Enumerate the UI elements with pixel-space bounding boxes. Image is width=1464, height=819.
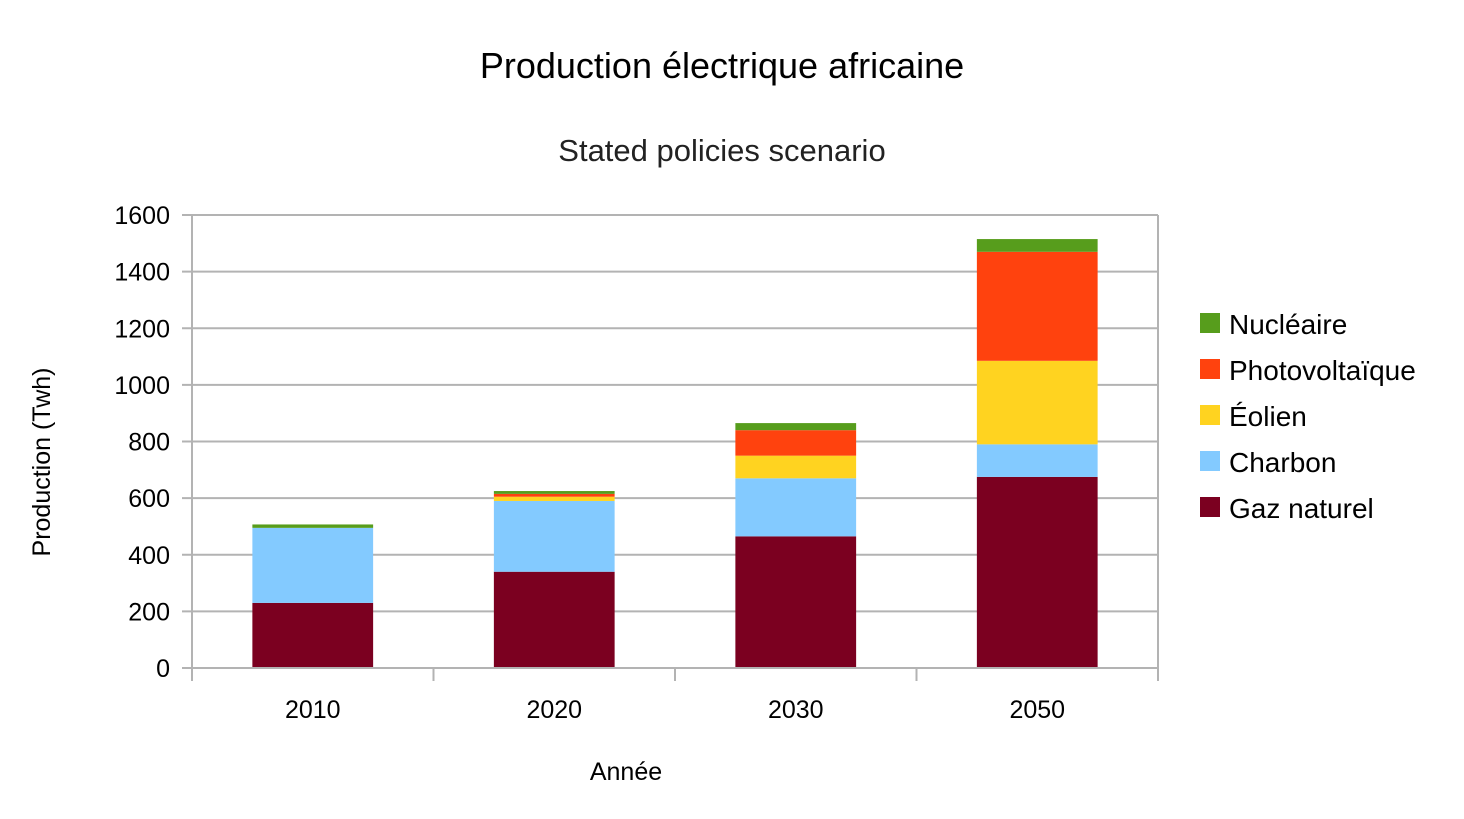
bar-segment bbox=[976, 251, 1098, 361]
legend-swatch bbox=[1200, 359, 1220, 379]
legend-label: Nucléaire bbox=[1229, 309, 1347, 340]
bar-segment bbox=[735, 423, 857, 431]
x-tick-label: 2010 bbox=[285, 696, 341, 724]
bar-segment bbox=[735, 536, 857, 668]
bar-segment bbox=[493, 493, 615, 497]
bar-segment bbox=[493, 496, 615, 501]
y-tick-label: 200 bbox=[128, 598, 170, 626]
bar-segment bbox=[493, 491, 615, 494]
bar-segment bbox=[976, 476, 1098, 668]
bar-segment bbox=[252, 602, 374, 668]
x-axis-ticks: 2010 2020 2030 2050 bbox=[285, 696, 1065, 724]
legend-label: Photovoltaïque bbox=[1229, 355, 1416, 386]
x-tick-label: 2050 bbox=[1009, 696, 1065, 724]
y-tick-label: 1400 bbox=[114, 259, 170, 287]
legend-swatch bbox=[1200, 313, 1220, 333]
bar-segment bbox=[976, 239, 1098, 252]
legend-swatch bbox=[1200, 405, 1220, 425]
y-tick-label: 0 bbox=[156, 655, 170, 683]
bar-segment bbox=[976, 444, 1098, 477]
bar-segment bbox=[735, 455, 857, 479]
bars bbox=[252, 239, 1098, 668]
x-axis-label: Année bbox=[590, 758, 662, 786]
legend-swatch bbox=[1200, 451, 1220, 471]
legend-label: Charbon bbox=[1229, 447, 1336, 478]
y-axis-label: Production (Twh) bbox=[28, 368, 56, 557]
bar-segment bbox=[493, 500, 615, 572]
bar-segment bbox=[976, 360, 1098, 445]
chart-subtitle: Stated policies scenario bbox=[558, 133, 885, 168]
x-tick-label: 2020 bbox=[526, 696, 582, 724]
y-tick-label: 600 bbox=[128, 485, 170, 513]
bar-segment bbox=[735, 478, 857, 537]
legend-label: Éolien bbox=[1229, 401, 1307, 432]
y-tick-label: 1600 bbox=[114, 202, 170, 230]
x-tick-label: 2030 bbox=[768, 696, 824, 724]
y-tick-label: 1200 bbox=[114, 315, 170, 343]
y-tick-label: 800 bbox=[128, 429, 170, 457]
bar-segment bbox=[493, 571, 615, 668]
y-axis-ticks: 0 200 400 600 800 1000 1200 1400 1600 bbox=[114, 202, 170, 683]
bar-segment bbox=[735, 430, 857, 456]
legend-label: Gaz naturel bbox=[1229, 493, 1374, 524]
legend: Nucléaire Photovoltaïque Éolien Charbon Gaz … bbox=[1200, 309, 1416, 524]
axes bbox=[191, 215, 1159, 681]
bar-segment bbox=[252, 527, 374, 603]
bar-segment bbox=[252, 524, 374, 528]
chart-title: Production électrique africaine bbox=[480, 45, 964, 86]
y-tick-label: 1000 bbox=[114, 372, 170, 400]
legend-swatch bbox=[1200, 497, 1220, 517]
y-tick-label: 400 bbox=[128, 542, 170, 570]
